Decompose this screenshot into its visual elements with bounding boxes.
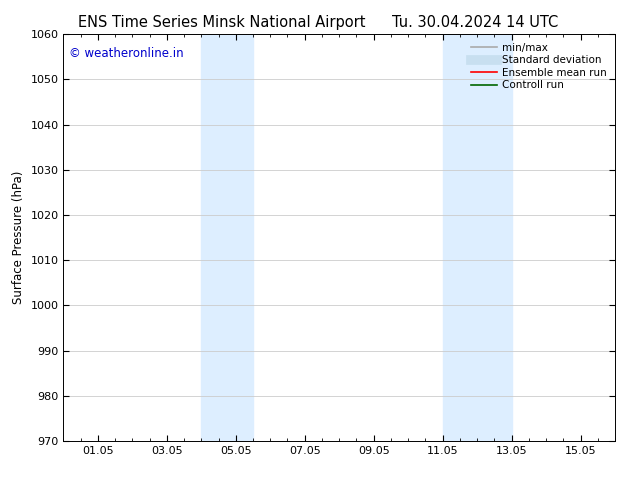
Bar bbox=[202, 34, 253, 441]
Text: Tu. 30.04.2024 14 UTC: Tu. 30.04.2024 14 UTC bbox=[392, 15, 559, 30]
Text: © weatheronline.in: © weatheronline.in bbox=[69, 47, 183, 59]
Y-axis label: Surface Pressure (hPa): Surface Pressure (hPa) bbox=[12, 171, 25, 304]
Bar bbox=[443, 34, 512, 441]
Legend: min/max, Standard deviation, Ensemble mean run, Controll run: min/max, Standard deviation, Ensemble me… bbox=[467, 40, 610, 94]
Text: ENS Time Series Minsk National Airport: ENS Time Series Minsk National Airport bbox=[78, 15, 366, 30]
